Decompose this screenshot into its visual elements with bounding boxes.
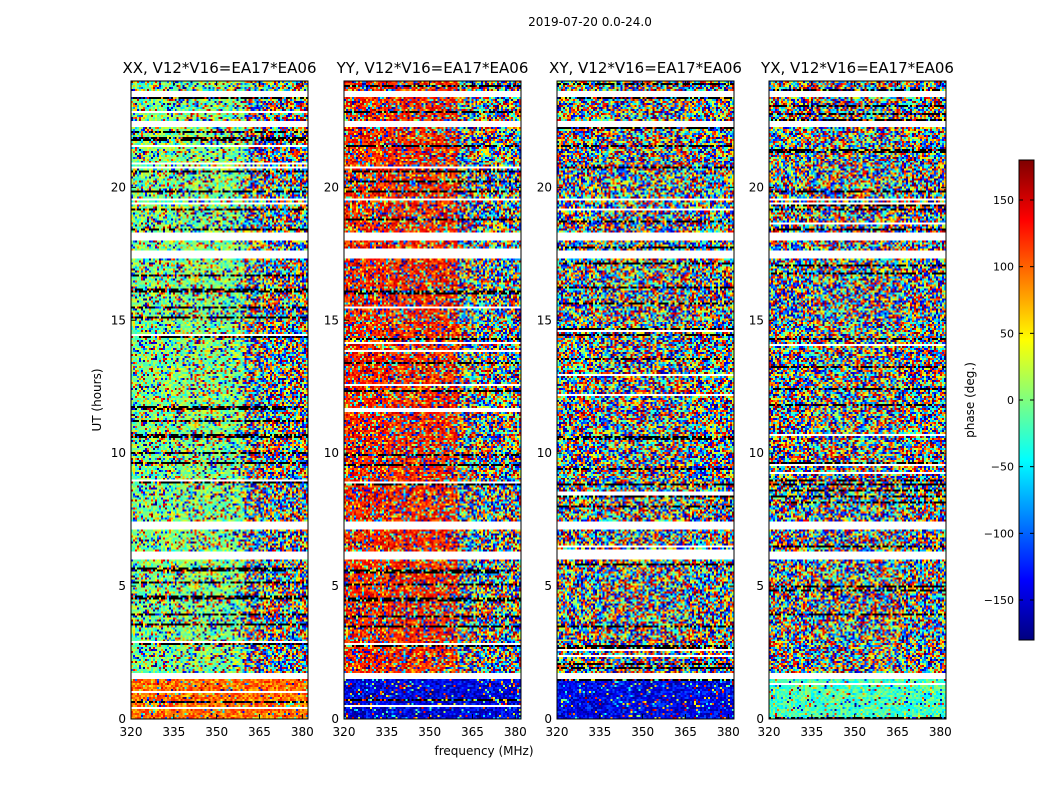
colorbar-tick-label: 0 — [1007, 394, 1014, 407]
x-tick-label: 335 — [375, 725, 398, 739]
x-tick-label: 320 — [120, 725, 143, 739]
colorbar-tick-label: −100 — [984, 527, 1014, 540]
y-tick-label: 15 — [537, 313, 552, 327]
x-tick-label: 350 — [631, 725, 654, 739]
panel-title-1: YY, V12*V16=EA17*EA06 — [336, 59, 529, 77]
y-tick-label: 20 — [749, 180, 764, 194]
panel-frame-0 — [130, 80, 309, 720]
x-tick-label: 350 — [205, 725, 228, 739]
y-tick-label: 5 — [544, 579, 552, 593]
x-tick-label: 365 — [886, 725, 909, 739]
x-tick-label: 335 — [800, 725, 823, 739]
colorbar-tick-label: −50 — [991, 461, 1014, 474]
panels-group: XX, V12*V16=EA17*EA06 320 335 350 365 380 0 5 10… — [111, 59, 954, 739]
panel-title-0: XX, V12*V16=EA17*EA06 — [122, 59, 316, 77]
y-tick-label: 10 — [749, 446, 764, 460]
y-tick-label: 15 — [324, 313, 339, 327]
colorbar-tick-label: 150 — [993, 194, 1014, 207]
panel-image-0 — [131, 81, 308, 719]
x-tick-label: 335 — [588, 725, 611, 739]
figure-title: 2019-07-20 0.0-24.0 — [528, 15, 652, 29]
panel-frame-2 — [556, 80, 735, 720]
y-tick-label: 20 — [324, 180, 339, 194]
colorbar-label: phase (deg.) — [963, 362, 977, 438]
x-tick-label: 380 — [929, 725, 952, 739]
colorbar-tick-label: 50 — [1000, 327, 1014, 340]
panel-image-3 — [769, 81, 946, 719]
panel-2: XY, V12*V16=EA17*EA06 320 335 350 365 380 0 5 10… — [537, 59, 742, 739]
y-tick-label: 0 — [756, 712, 764, 726]
y-tick-label: 15 — [749, 313, 764, 327]
y-tick-label: 5 — [118, 579, 126, 593]
x-tick-label: 350 — [418, 725, 441, 739]
y-tick-label: 0 — [331, 712, 339, 726]
x-tick-label: 380 — [291, 725, 314, 739]
y-axis-label: UT (hours) — [90, 368, 104, 431]
y-tick-label: 5 — [331, 579, 339, 593]
panel-image-2 — [557, 81, 734, 719]
x-tick-label: 380 — [504, 725, 527, 739]
y-tick-label: 10 — [111, 446, 126, 460]
panel-0: XX, V12*V16=EA17*EA06 320 335 350 365 380 0 5 10… — [111, 59, 317, 739]
colorbar: −150 −100 −50 0 50 100 150 — [984, 159, 1035, 641]
colorbar-tick-label: −150 — [984, 594, 1014, 607]
x-tick-label: 365 — [248, 725, 271, 739]
panel-image-1 — [344, 81, 521, 719]
panel-frame-3 — [768, 80, 947, 720]
colorbar-tick-label: 100 — [993, 261, 1014, 274]
panel-frame-1 — [343, 80, 522, 720]
x-tick-label: 320 — [758, 725, 781, 739]
panel-1: YY, V12*V16=EA17*EA06 320 335 350 365 380 0 5 10… — [324, 59, 529, 739]
y-tick-label: 10 — [324, 446, 339, 460]
y-tick-label: 20 — [111, 180, 126, 194]
x-tick-label: 365 — [674, 725, 697, 739]
x-tick-label: 320 — [333, 725, 356, 739]
x-tick-label: 320 — [546, 725, 569, 739]
x-tick-label: 365 — [461, 725, 484, 739]
panel-title-3: YX, V12*V16=EA17*EA06 — [760, 59, 954, 77]
y-tick-label: 15 — [111, 313, 126, 327]
panel-title-2: XY, V12*V16=EA17*EA06 — [549, 59, 742, 77]
x-tick-label: 350 — [843, 725, 866, 739]
y-tick-label: 0 — [118, 712, 126, 726]
y-tick-label: 10 — [537, 446, 552, 460]
x-tick-label: 380 — [717, 725, 740, 739]
panel-3: YX, V12*V16=EA17*EA06 320 335 350 365 380 0 5 10… — [749, 59, 954, 739]
y-tick-label: 5 — [756, 579, 764, 593]
x-axis-label: frequency (MHz) — [434, 744, 533, 758]
y-tick-label: 0 — [544, 712, 552, 726]
y-tick-label: 20 — [537, 180, 552, 194]
x-tick-label: 335 — [162, 725, 185, 739]
